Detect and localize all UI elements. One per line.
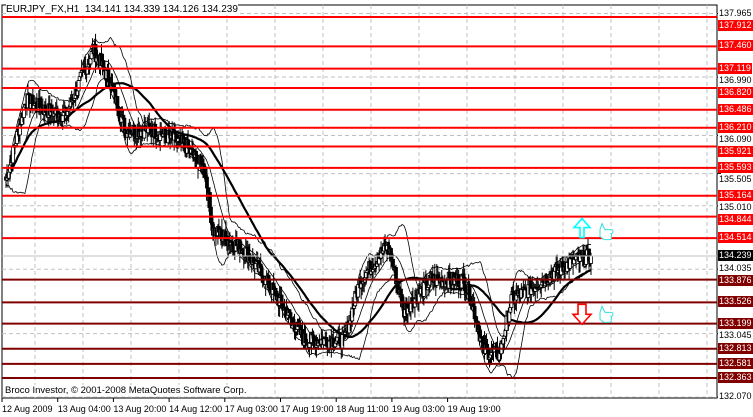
time-axis-label: 18 Aug 11:00 bbox=[336, 404, 389, 414]
price-axis-label: 134.035 bbox=[718, 263, 753, 275]
current-price-label: 134.239 bbox=[718, 249, 753, 261]
bollinger-lower-line bbox=[5, 78, 592, 379]
level-price-label: 135.593 bbox=[718, 161, 753, 173]
arrow-up-icon bbox=[572, 217, 592, 239]
level-price-label: 136.486 bbox=[718, 103, 753, 115]
level-price-label: 137.912 bbox=[718, 19, 753, 31]
time-axis-label: 17 Aug 19:00 bbox=[280, 404, 334, 414]
price-axis-label: 135.010 bbox=[718, 201, 753, 213]
time-axis-label: 19 Aug 19:00 bbox=[447, 404, 501, 414]
time-axis-label: 19 Aug 03:00 bbox=[391, 404, 445, 414]
moving-average-line bbox=[4, 82, 592, 339]
candle-body bbox=[288, 312, 293, 319]
price-axis-label: 132.070 bbox=[718, 391, 753, 403]
thumb-shape bbox=[599, 305, 614, 323]
price-axis-label: 136.090 bbox=[718, 133, 753, 145]
candle-body bbox=[121, 114, 126, 119]
candle-body bbox=[60, 115, 65, 122]
ohlc-high: 134.339 bbox=[123, 4, 161, 15]
thumbs-up-icon bbox=[599, 222, 614, 241]
candle-body bbox=[106, 69, 111, 83]
price-axis-label: 135.505 bbox=[718, 173, 753, 185]
candle-body bbox=[11, 145, 15, 164]
thumbs-up-icon bbox=[599, 305, 614, 323]
level-price-label: 133.876 bbox=[718, 275, 753, 287]
level-price-label: 133.526 bbox=[718, 296, 753, 308]
bollinger-upper-line bbox=[5, 36, 592, 337]
time-axis-label: 13 Aug 20:00 bbox=[113, 404, 167, 414]
symbol-period: EURJPY_FX,H1 bbox=[6, 4, 80, 15]
level-price-label: 137.119 bbox=[718, 62, 752, 74]
level-price-label: 136.820 bbox=[718, 86, 753, 98]
ohlc-low: 134.126 bbox=[162, 4, 199, 15]
level-price-label: 134.844 bbox=[718, 213, 753, 225]
chart-title: EURJPY_FX,H1 134.141 134.339 134.126 134… bbox=[6, 4, 238, 15]
time-axis-label: 17 Aug 03:00 bbox=[224, 404, 278, 414]
level-price-label: 135.164 bbox=[718, 189, 753, 201]
price-axis-label: 137.965 bbox=[718, 7, 753, 19]
level-price-label: 132.363 bbox=[718, 372, 753, 384]
level-price-label: 136.210 bbox=[718, 121, 753, 133]
time-axis-label: 12 Aug 2009 bbox=[2, 404, 53, 414]
copyright-text: Broco Investor, © 2001-2008 MetaQuotes S… bbox=[5, 385, 247, 396]
time-axis-label: 14 Aug 12:00 bbox=[169, 404, 223, 414]
ohlc-open: 134.141 bbox=[84, 4, 122, 15]
price-axis-label: 136.990 bbox=[718, 74, 753, 86]
candle-body bbox=[584, 254, 588, 265]
arrow-down-icon bbox=[571, 303, 593, 326]
level-price-label: 132.813 bbox=[718, 342, 753, 354]
candle-body bbox=[199, 155, 203, 163]
thumb-shape bbox=[599, 222, 614, 241]
candle-body bbox=[589, 255, 593, 264]
time-axis-label: 13 Aug 04:00 bbox=[57, 404, 111, 414]
level-price-label: 137.460 bbox=[718, 40, 753, 52]
plot-area bbox=[1, 4, 718, 399]
price-axis-label: 133.045 bbox=[718, 329, 753, 341]
level-price-label: 132.581 bbox=[718, 357, 753, 369]
level-price-label: 135.921 bbox=[718, 145, 753, 157]
level-price-label: 134.514 bbox=[718, 232, 753, 244]
candle-body bbox=[311, 334, 316, 339]
ohlc-close: 134.239 bbox=[201, 4, 238, 15]
candle-body bbox=[76, 80, 81, 92]
level-price-label: 133.199 bbox=[718, 317, 753, 329]
